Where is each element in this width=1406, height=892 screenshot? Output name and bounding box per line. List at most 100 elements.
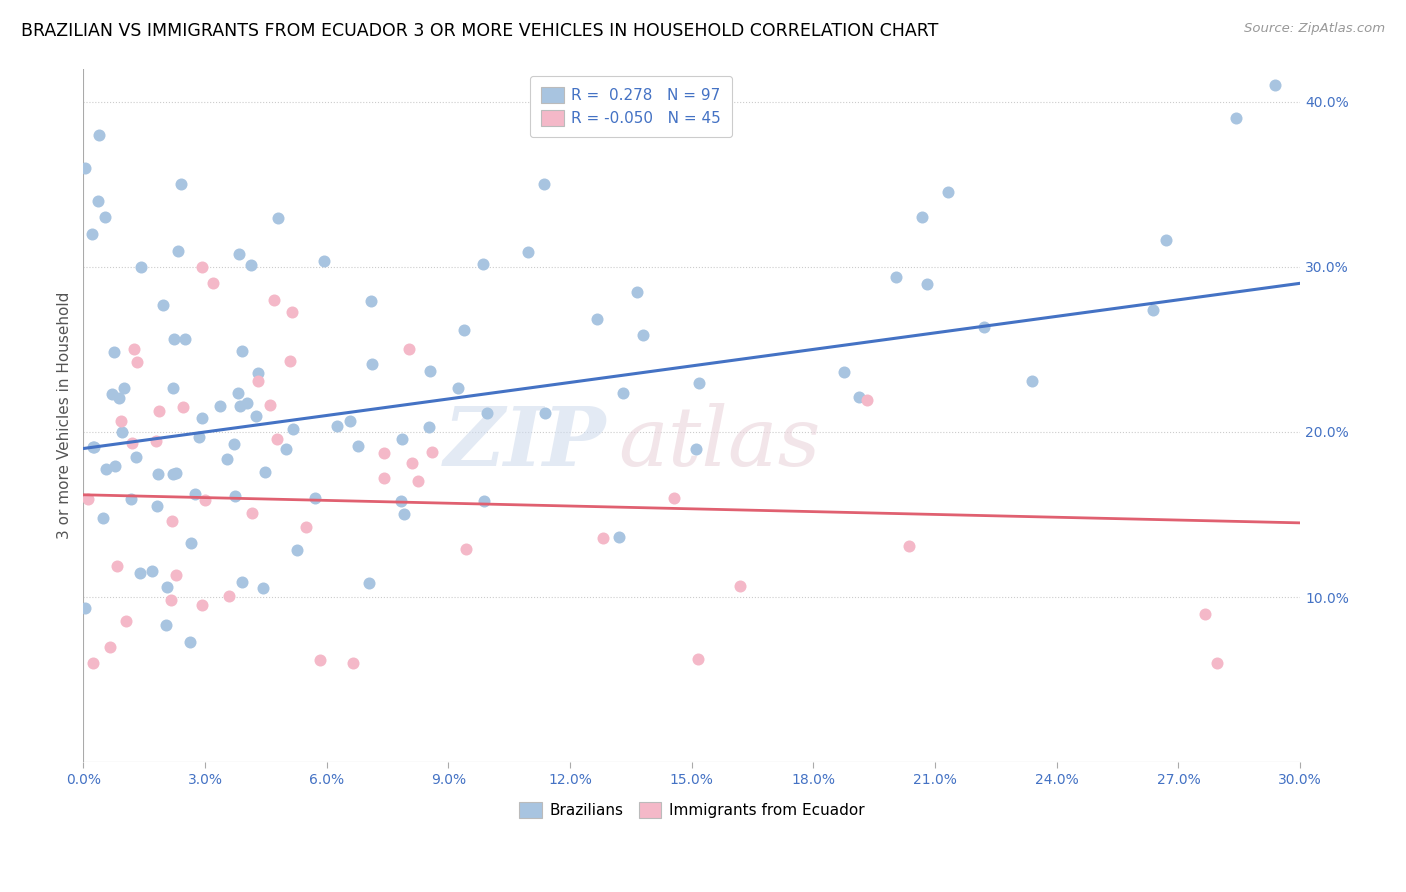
Point bbox=[339, 414, 361, 428]
Point bbox=[447, 381, 470, 395]
Point bbox=[285, 542, 308, 557]
Point bbox=[194, 493, 217, 508]
Point bbox=[231, 343, 253, 358]
Y-axis label: 3 or more Vehicles in Household: 3 or more Vehicles in Household bbox=[58, 292, 72, 539]
Point bbox=[252, 581, 274, 595]
Point bbox=[145, 499, 167, 513]
Point bbox=[129, 566, 152, 580]
Point bbox=[361, 357, 384, 371]
Point bbox=[121, 436, 143, 450]
Point bbox=[1154, 233, 1177, 247]
Point bbox=[898, 539, 921, 553]
Point bbox=[228, 399, 250, 413]
Point bbox=[162, 514, 184, 528]
Point bbox=[474, 494, 496, 508]
Text: atlas: atlas bbox=[619, 403, 821, 483]
Point bbox=[280, 305, 302, 319]
Point bbox=[406, 474, 429, 488]
Point bbox=[236, 396, 259, 410]
Point bbox=[93, 211, 115, 225]
Point bbox=[73, 600, 96, 615]
Point bbox=[281, 422, 304, 436]
Point bbox=[108, 391, 131, 405]
Point bbox=[856, 392, 879, 407]
Point bbox=[165, 466, 187, 480]
Point bbox=[263, 293, 285, 307]
Point bbox=[191, 411, 214, 425]
Point bbox=[626, 285, 648, 299]
Point bbox=[96, 462, 118, 476]
Point bbox=[160, 593, 183, 607]
Point bbox=[419, 364, 441, 378]
Point bbox=[180, 536, 202, 550]
Point bbox=[105, 559, 128, 574]
Point bbox=[1142, 303, 1164, 318]
Point bbox=[146, 467, 169, 481]
Point bbox=[87, 194, 110, 208]
Point bbox=[73, 161, 96, 175]
Point bbox=[453, 323, 475, 337]
Point bbox=[247, 366, 270, 380]
Point bbox=[141, 564, 163, 578]
Point bbox=[254, 465, 277, 479]
Point bbox=[77, 492, 100, 507]
Point bbox=[112, 381, 135, 395]
Point bbox=[201, 277, 224, 291]
Point bbox=[162, 467, 184, 482]
Point bbox=[224, 489, 246, 503]
Point bbox=[115, 614, 138, 628]
Point bbox=[222, 437, 245, 451]
Text: ZIP: ZIP bbox=[444, 403, 606, 483]
Point bbox=[295, 520, 318, 534]
Point bbox=[188, 430, 211, 444]
Point bbox=[120, 491, 142, 506]
Point bbox=[686, 652, 709, 666]
Point bbox=[1194, 607, 1216, 621]
Point bbox=[389, 493, 412, 508]
Point bbox=[347, 439, 370, 453]
Point bbox=[111, 425, 134, 439]
Point bbox=[309, 653, 332, 667]
Point bbox=[1206, 657, 1229, 671]
Point bbox=[612, 385, 634, 400]
Point bbox=[145, 434, 167, 448]
Point bbox=[131, 260, 153, 274]
Legend: Brazilians, Immigrants from Ecuador: Brazilians, Immigrants from Ecuador bbox=[513, 796, 870, 824]
Point bbox=[534, 406, 557, 420]
Point bbox=[471, 256, 494, 270]
Point bbox=[533, 177, 555, 191]
Point bbox=[148, 404, 170, 418]
Point bbox=[456, 541, 478, 556]
Point bbox=[391, 432, 413, 446]
Point bbox=[1264, 78, 1286, 92]
Point bbox=[886, 270, 908, 285]
Point bbox=[152, 298, 174, 312]
Point bbox=[373, 446, 395, 460]
Point bbox=[91, 510, 114, 524]
Point bbox=[246, 374, 269, 388]
Point bbox=[125, 450, 148, 464]
Point bbox=[98, 640, 121, 654]
Point bbox=[165, 568, 187, 582]
Point bbox=[82, 227, 104, 241]
Text: Source: ZipAtlas.com: Source: ZipAtlas.com bbox=[1244, 22, 1385, 36]
Point bbox=[688, 376, 710, 390]
Point bbox=[401, 456, 423, 470]
Point bbox=[83, 440, 105, 454]
Point bbox=[398, 343, 420, 357]
Point bbox=[848, 390, 870, 404]
Point bbox=[191, 260, 214, 274]
Point bbox=[190, 599, 212, 613]
Point bbox=[392, 507, 415, 521]
Point bbox=[276, 442, 298, 456]
Point bbox=[1021, 374, 1043, 388]
Point bbox=[1225, 111, 1247, 125]
Point bbox=[240, 258, 263, 272]
Point bbox=[304, 491, 326, 505]
Point bbox=[973, 320, 995, 334]
Point bbox=[217, 451, 239, 466]
Point bbox=[266, 432, 288, 446]
Point bbox=[228, 246, 250, 260]
Point bbox=[359, 576, 381, 591]
Point bbox=[163, 332, 186, 346]
